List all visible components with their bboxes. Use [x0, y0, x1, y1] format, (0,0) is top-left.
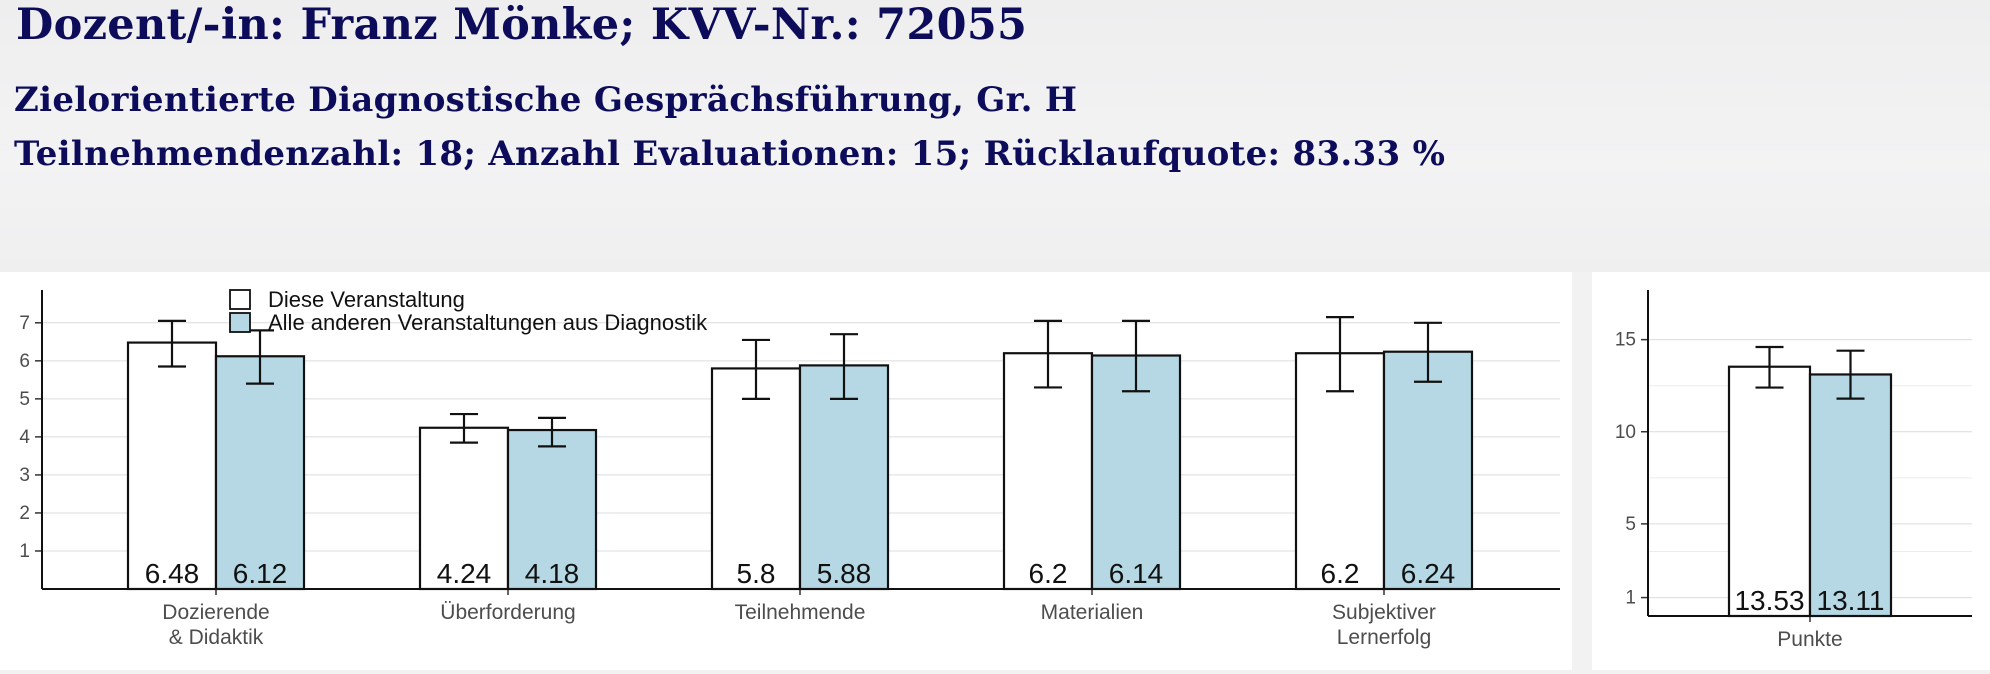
bar	[1002, 352, 1094, 591]
y-tick-label: 15	[1615, 330, 1636, 351]
data-label: 6.12	[233, 558, 288, 589]
x-tick-label: Teilnehmende	[735, 601, 866, 624]
legend-swatch	[229, 312, 251, 333]
bar	[506, 428, 598, 591]
data-label: 5.8	[737, 558, 776, 589]
points-chart-panel: 1 5 10 15 13.53 13.11 Punkte	[1592, 272, 1990, 670]
bar	[1294, 352, 1386, 591]
data-label: 5.88	[817, 558, 872, 589]
main-chart-panel: 1 2 3 4 5 6 7 6.48 6.12 Dozierende & Didaktik 4.24 4…	[0, 272, 1572, 670]
y-tick-label: 5	[1625, 514, 1636, 535]
y-tick-label: 1	[19, 541, 30, 562]
y-tick-label: 7	[19, 313, 30, 334]
data-label: 6.2	[1029, 558, 1068, 589]
bar	[214, 355, 306, 591]
x-tick-label: Punkte	[1777, 628, 1842, 651]
page-title: Dozent/-in: Franz Mönke; KVV-Nr.: 72055	[16, 0, 1028, 50]
y-tick-label: 4	[19, 427, 30, 448]
data-label: 13.53	[1734, 585, 1804, 616]
data-label: 6.48	[145, 558, 200, 589]
x-tick-label: Lernerfolg	[1337, 626, 1432, 649]
main-bar-chart: 1 2 3 4 5 6 7 6.48 6.12 Dozierende& Didaktik 4.24 4…	[19, 287, 1560, 649]
y-tick-label: 2	[19, 503, 30, 524]
y-tick-label: 6	[19, 351, 30, 372]
data-label: 6.14	[1109, 558, 1164, 589]
data-label: 6.2	[1321, 558, 1360, 589]
legend-label: Diese Veranstaltung	[268, 287, 465, 312]
x-tick-label: Überforderung	[440, 601, 575, 624]
bar	[710, 367, 802, 591]
x-tick-label: & Didaktik	[169, 626, 264, 649]
bar	[1727, 365, 1812, 618]
y-tick-label: 10	[1615, 422, 1636, 443]
data-label: 4.24	[437, 558, 492, 589]
legend-swatch	[229, 289, 251, 310]
data-label: 6.24	[1401, 558, 1456, 589]
bar	[126, 341, 218, 591]
report-header: Dozent/-in: Franz Mönke; KVV-Nr.: 72055 …	[0, 0, 1990, 272]
y-tick-label: 5	[19, 389, 30, 410]
x-tick-label: Dozierende	[162, 601, 269, 624]
bar	[1808, 373, 1893, 618]
bar	[798, 364, 890, 591]
legend-label: Alle anderen Veranstaltungen aus Diagnos…	[268, 310, 708, 335]
x-tick-label: Materialien	[1041, 601, 1144, 624]
x-tick-label: Subjektiver	[1332, 601, 1436, 624]
data-label: 4.18	[525, 558, 580, 589]
data-label: 13.11	[1817, 585, 1885, 616]
y-tick-label: 1	[1625, 588, 1636, 609]
participation-stats: Teilnehmendenzahl: 18; Anzahl Evaluation…	[14, 134, 1446, 174]
course-title: Zielorientierte Diagnostische Gesprächsf…	[14, 80, 1078, 120]
bar	[1090, 354, 1182, 591]
bar	[1382, 350, 1474, 591]
y-tick-label: 3	[19, 465, 30, 486]
